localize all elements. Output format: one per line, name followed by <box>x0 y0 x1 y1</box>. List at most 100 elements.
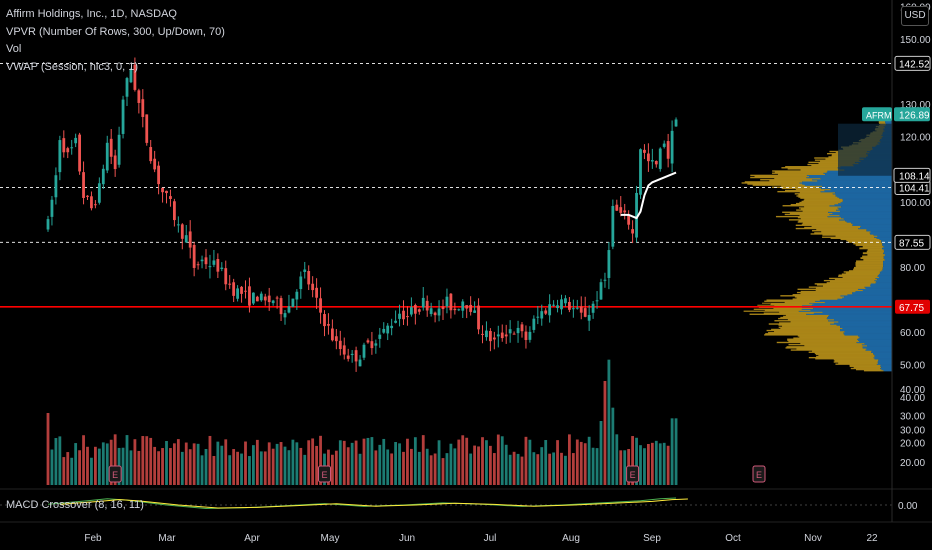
candle-body <box>382 328 386 333</box>
vpvr-down-bar <box>796 297 843 299</box>
vpvr-up-bar <box>878 360 892 362</box>
volume-bar <box>228 455 232 485</box>
volume-bar <box>492 453 496 485</box>
volume-bar <box>311 438 315 485</box>
vpvr-down-bar <box>800 197 840 199</box>
vpvr-down-bar <box>797 221 847 223</box>
volume-bar <box>489 445 492 485</box>
vpvr-down-bar <box>781 185 823 187</box>
volume-bar <box>465 437 469 485</box>
candle-body <box>346 355 350 359</box>
vpvr-down-bar <box>862 255 884 258</box>
vpvr-up-bar <box>840 295 892 297</box>
candle-body <box>354 350 358 362</box>
volume-bar <box>615 434 619 485</box>
candle-body <box>66 148 70 153</box>
vpvr-up-bar <box>860 225 892 228</box>
vpvr-up-bar <box>877 274 892 276</box>
vpvr-down-bar <box>859 247 883 250</box>
legend-vpvr[interactable]: VPVR (Number Of Rows, 300, Up/Down, 70) <box>6 26 225 38</box>
volume-bar <box>457 439 461 485</box>
volume-bar <box>334 450 338 485</box>
candle-body <box>421 297 425 308</box>
vpvr-down-bar <box>834 278 878 281</box>
vpvr-down-bar <box>853 242 883 245</box>
vpvr-up-bar <box>875 277 892 280</box>
vpvr-up-bar <box>877 235 892 237</box>
vpvr-down-bar <box>744 181 803 183</box>
candle-body <box>220 267 224 270</box>
vpvr-down-bar <box>760 179 813 181</box>
volume-bar <box>196 443 200 485</box>
vpvr-up-bar <box>822 185 892 187</box>
candle-body <box>216 259 220 272</box>
volume-bar <box>46 413 50 485</box>
vpvr-down-bar <box>798 207 838 209</box>
volume-bar <box>307 440 311 485</box>
vpvr-up-bar <box>877 275 892 277</box>
vpvr-up-bar <box>824 189 892 192</box>
volume-bar <box>125 435 129 485</box>
vpvr-up-bar <box>858 335 892 337</box>
candle-body <box>58 140 62 173</box>
vpvr-up-bar <box>839 210 892 212</box>
volume-bar <box>303 454 307 485</box>
legend-vol[interactable]: Vol <box>6 43 22 55</box>
vpvr-down-bar <box>778 326 841 328</box>
candle-body <box>319 298 322 313</box>
vpvr-up-bar <box>802 304 892 306</box>
time-tick-label: Mar <box>158 533 176 544</box>
vwap-line <box>620 171 677 220</box>
earnings-marker <box>318 465 331 483</box>
vpvr-up-bar <box>884 258 892 261</box>
vpvr-down-bar <box>878 121 886 123</box>
vpvr-down-bar <box>823 279 875 282</box>
legend-macd[interactable]: MACD Crossover (8, 16, 11) <box>6 499 144 511</box>
vpvr-down-bar <box>787 318 835 321</box>
vpvr-up-bar <box>835 195 892 197</box>
vpvr-up-bar <box>883 260 892 263</box>
vpvr-down-bar <box>782 325 841 327</box>
vpvr-down-bar <box>845 272 881 274</box>
candle-body <box>97 183 101 203</box>
vpvr-down-bar <box>781 187 822 190</box>
volume-bar <box>473 445 476 485</box>
candle-body <box>406 316 409 318</box>
candle-body <box>410 307 413 315</box>
vpvr-up-bar <box>881 366 892 369</box>
vpvr-down-bar <box>800 290 856 293</box>
candle-body <box>173 201 176 221</box>
vpvr-down-bar <box>863 369 884 372</box>
volume-bar <box>662 442 666 485</box>
macd-signal-line <box>59 498 688 509</box>
vpvr-up-bar <box>842 297 892 299</box>
vpvr-down-bar <box>799 201 841 204</box>
volume-bar <box>374 450 378 485</box>
volume-bar <box>240 453 243 485</box>
vpvr-up-bar <box>846 221 892 223</box>
vpvr-down-bar <box>764 334 845 336</box>
vpvr-down-bar <box>838 362 879 364</box>
candle-body <box>240 286 243 294</box>
volume-bar <box>366 437 370 485</box>
vpvr-up-bar <box>881 270 892 272</box>
candle-body <box>643 149 646 153</box>
vpvr-down-bar <box>816 355 875 358</box>
vpvr-up-bar <box>799 182 892 184</box>
volume-bar <box>338 440 342 485</box>
currency-button[interactable]: USD <box>901 6 929 26</box>
ticker-tag <box>862 107 892 122</box>
candle-body <box>481 333 484 335</box>
vpvr-down-bar <box>774 330 845 333</box>
volume-bar <box>552 452 555 485</box>
volume-bar <box>595 448 599 485</box>
legend-vwap[interactable]: VWAP (Session, hlc3, 0, 1) <box>6 61 139 73</box>
earnings-marker-label: E <box>756 470 762 480</box>
candle-body <box>441 306 445 310</box>
vpvr-down-bar <box>787 168 840 170</box>
vpvr-down-bar <box>808 286 865 288</box>
vpvr-up-bar <box>883 262 892 264</box>
vpvr-down-bar <box>785 166 841 168</box>
vpvr-up-bar <box>870 233 892 235</box>
